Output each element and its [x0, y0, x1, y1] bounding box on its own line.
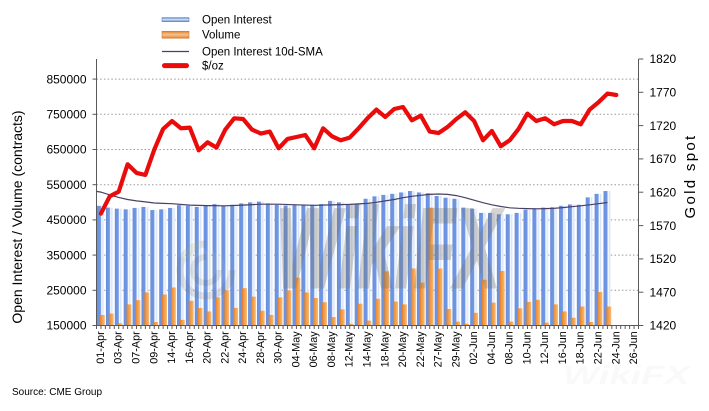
svg-text:Volume: Volume	[202, 30, 240, 42]
svg-text:12-Jun: 12-Jun	[539, 331, 551, 364]
svg-text:1670: 1670	[650, 152, 677, 166]
svg-text:Open Interest: Open Interest	[202, 14, 272, 26]
svg-text:10-Jun: 10-Jun	[521, 331, 533, 364]
svg-text:09-Apr: 09-Apr	[148, 331, 160, 364]
svg-text:22-Apr: 22-Apr	[219, 331, 231, 364]
svg-text:450000: 450000	[46, 213, 86, 227]
svg-text:Gold spot: Gold spot	[682, 134, 699, 219]
svg-text:14-Apr: 14-Apr	[166, 331, 178, 364]
svg-text:WikiFX: WikiFX	[563, 360, 692, 390]
svg-text:16-Jun: 16-Jun	[557, 331, 569, 364]
svg-text:150000: 150000	[46, 319, 86, 333]
svg-text:750000: 750000	[46, 108, 86, 122]
svg-text:1820: 1820	[650, 52, 677, 66]
svg-text:24-Apr: 24-Apr	[237, 331, 249, 364]
svg-text:22-Jun: 22-Jun	[593, 331, 605, 364]
svg-text:01-Apr: 01-Apr	[95, 331, 107, 364]
svg-text:WikiFX: WikiFX	[276, 186, 504, 311]
svg-text:1420: 1420	[650, 319, 677, 333]
svg-text:1520: 1520	[650, 252, 677, 266]
svg-text:02-Jun: 02-Jun	[468, 331, 480, 364]
svg-text:18-May: 18-May	[379, 331, 391, 368]
svg-text:18-Jun: 18-Jun	[575, 331, 587, 364]
svg-text:1770: 1770	[650, 86, 677, 100]
svg-text:550000: 550000	[46, 178, 86, 192]
svg-text:Open Interest 10d-SMA: Open Interest 10d-SMA	[202, 47, 323, 59]
svg-text:1570: 1570	[650, 219, 677, 233]
svg-text:20-Apr: 20-Apr	[202, 331, 214, 364]
svg-text:16-Apr: 16-Apr	[184, 331, 196, 364]
svg-text:08-Jun: 08-Jun	[504, 331, 516, 364]
svg-text:12-May: 12-May	[344, 331, 356, 368]
svg-text:1720: 1720	[650, 119, 677, 133]
svg-text:29-May: 29-May	[450, 331, 462, 368]
svg-text:07-Apr: 07-Apr	[131, 331, 143, 364]
svg-text:Source: CME Group: Source: CME Group	[12, 387, 102, 398]
svg-text:22-May: 22-May	[415, 331, 427, 368]
svg-text:06-May: 06-May	[308, 331, 320, 368]
svg-text:03-Apr: 03-Apr	[113, 331, 125, 364]
svg-text:250000: 250000	[46, 284, 86, 298]
svg-text:1470: 1470	[650, 285, 677, 299]
svg-text:Open Interest / Volume (contra: Open Interest / Volume (contracts)	[9, 110, 25, 323]
svg-text:24-Jun: 24-Jun	[610, 331, 622, 364]
svg-text:28-Apr: 28-Apr	[255, 331, 267, 364]
svg-text:350000: 350000	[46, 248, 86, 262]
svg-text:08-May: 08-May	[326, 331, 338, 368]
svg-text:26-Jun: 26-Jun	[628, 331, 640, 364]
svg-text:04-May: 04-May	[290, 331, 302, 368]
svg-text:14-May: 14-May	[362, 331, 374, 368]
svg-text:850000: 850000	[46, 72, 86, 86]
svg-text:$/oz: $/oz	[202, 61, 224, 73]
svg-text:650000: 650000	[46, 143, 86, 157]
svg-text:30-Apr: 30-Apr	[273, 331, 285, 364]
svg-text:04-Jun: 04-Jun	[486, 331, 498, 364]
svg-text:27-May: 27-May	[433, 331, 445, 368]
svg-text:20-May: 20-May	[397, 331, 409, 368]
svg-text:1620: 1620	[650, 185, 677, 199]
